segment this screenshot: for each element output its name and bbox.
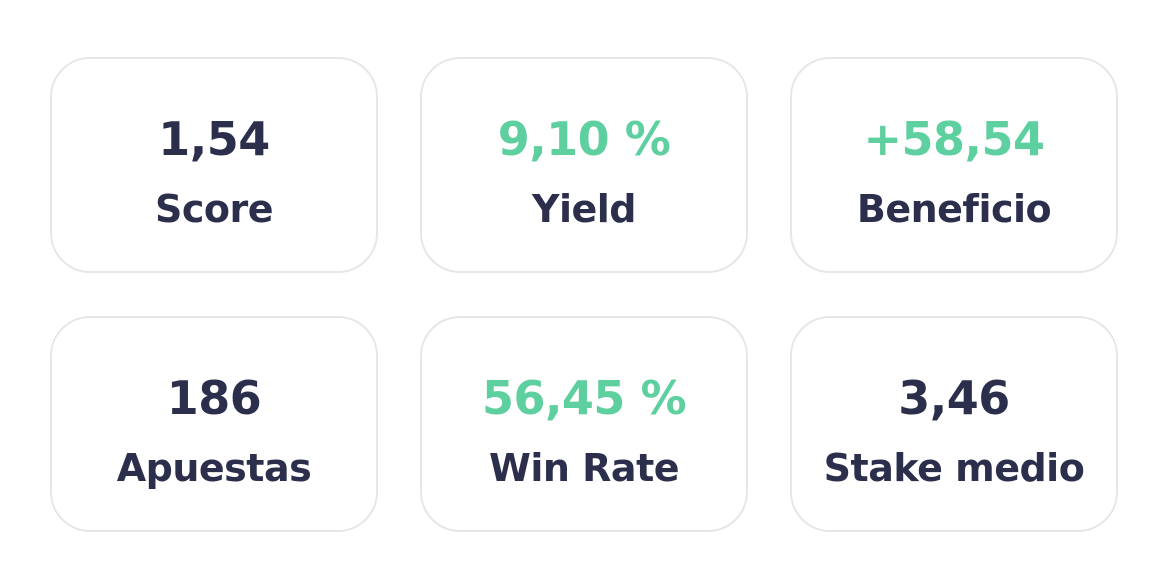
stat-label: Score: [154, 187, 274, 231]
stat-label: Stake medio: [823, 446, 1085, 490]
stat-label: Apuestas: [116, 446, 312, 490]
stat-card: 1,54 Score: [50, 57, 378, 273]
stat-card: 186 Apuestas: [50, 316, 378, 532]
stat-label: Win Rate: [488, 446, 680, 490]
stat-value: +58,54: [863, 112, 1045, 166]
stat-value: 56,45 %: [481, 371, 687, 425]
stat-card: +58,54 Beneficio: [790, 57, 1118, 273]
stat-card: 56,45 % Win Rate: [420, 316, 748, 532]
stat-value: 3,46: [898, 371, 1010, 425]
stat-value: 9,10 %: [497, 112, 671, 166]
stat-value: 1,54: [158, 112, 270, 166]
stat-card: 3,46 Stake medio: [790, 316, 1118, 532]
stat-card: 9,10 % Yield: [420, 57, 748, 273]
stat-value: 186: [166, 371, 262, 425]
stat-label: Yield: [531, 187, 637, 231]
stat-label: Beneficio: [856, 187, 1052, 231]
